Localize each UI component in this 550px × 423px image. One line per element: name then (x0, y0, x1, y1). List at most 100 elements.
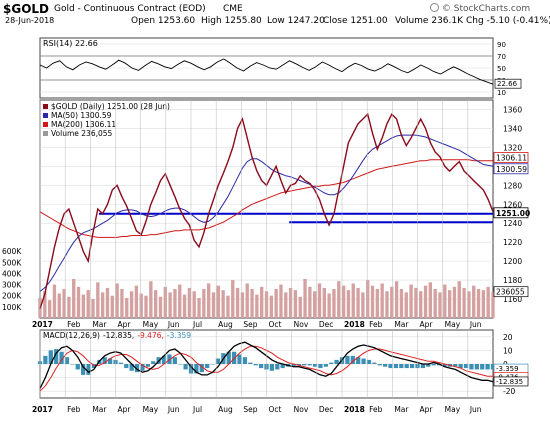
volume-bar (486, 286, 490, 318)
macd-hist-bar (458, 364, 463, 369)
volume-bar (332, 289, 336, 318)
macd-hist-bar (345, 355, 350, 364)
volume-bar (370, 285, 375, 318)
volume-bar (178, 284, 182, 318)
month-label: May (445, 320, 461, 329)
rsi-tick-label: 90 (497, 41, 506, 49)
volume-bar (303, 279, 307, 318)
macd-hist-bar (334, 359, 339, 364)
volume-bar (462, 287, 466, 318)
volume-bar (153, 290, 158, 318)
volume-bar (472, 285, 476, 318)
legend-entry: $GOLD (Daily) 1251.00 (28 Jun) (51, 102, 170, 111)
month-label: Mar (394, 405, 409, 414)
volume-bar (443, 284, 447, 318)
month-label: 2018 (344, 320, 365, 329)
volume-bar (260, 286, 264, 318)
exchange-label: CME (223, 4, 243, 14)
legend-swatch (43, 104, 48, 109)
macd-hist-bar (145, 364, 150, 367)
volume-bar (255, 294, 259, 318)
month-label: 2018 (344, 405, 365, 414)
volume-bar (52, 284, 57, 318)
rsi-tick-label: 70 (497, 53, 506, 61)
month-label: 2017 (32, 405, 53, 414)
price-tick-label: 1240 (503, 219, 522, 228)
legend-entry: MA(200) 1306.11 (51, 120, 116, 129)
macd-hist-bar (183, 364, 188, 370)
macd-hist-bar (172, 357, 177, 364)
macd-hist-bar (64, 357, 70, 364)
volume-bar (409, 284, 413, 318)
macd-hist-bar (485, 364, 490, 370)
macd-hist-bar (469, 364, 474, 370)
macd-hist-bar (312, 364, 318, 367)
macd-hist-bar (129, 364, 134, 371)
volume-bar (356, 287, 360, 318)
volume-bar (423, 285, 428, 318)
rsi-value-text: 22.66 (497, 80, 518, 88)
volume-bar (298, 296, 302, 318)
month-label: Jun (167, 405, 180, 414)
month-label: Jun (167, 320, 180, 329)
volume-bar (380, 283, 384, 318)
month-label: Dec (319, 320, 334, 329)
price-panel: 1360134013201300128012601240122012001180… (2, 99, 530, 319)
volume-bar (438, 292, 442, 318)
macd-hist-bar (167, 354, 172, 364)
volume-bar (322, 287, 326, 318)
volume-bar (351, 283, 355, 318)
month-label: Jul (192, 320, 202, 329)
x-axes: 2017 Feb Mar Apr May Jun Jul Aug Sep Oct Nov Dec 201… (32, 100, 482, 414)
brand-label[interactable]: © StockCharts.com (430, 3, 530, 14)
month-label: Nov (294, 320, 309, 329)
chg-value: -5.10 (-0.41%) (486, 16, 550, 26)
volume-bar (313, 291, 317, 318)
volume-bar (62, 289, 66, 318)
macd-value-tag (493, 376, 529, 387)
volume-value: 236.1K (431, 16, 464, 26)
high-label: High (201, 16, 222, 26)
rsi-line (39, 58, 494, 85)
quote-low: Low 1247.20 (267, 16, 325, 26)
macd-hist-bar (134, 364, 140, 373)
chg-label: Chg (466, 16, 484, 26)
macd-hist-bar (350, 355, 355, 364)
macd-hist-bar (302, 364, 307, 366)
macd-hist-bar (356, 357, 361, 364)
macd-hist-bar (480, 364, 485, 370)
macd-hist-bar (296, 364, 301, 366)
volume-bar (346, 290, 351, 318)
macd-label-part: -12.835, (103, 331, 134, 340)
volume-bar (250, 289, 254, 318)
macd-hist-bar (399, 364, 404, 369)
macd-hist-bar (361, 358, 366, 364)
month-label: Apr (420, 405, 434, 414)
month-label: Mar (394, 320, 409, 329)
macd-hist-bar (43, 355, 48, 364)
macd-hist-bar (318, 364, 323, 369)
legend-swatch (43, 113, 48, 118)
price-tick-label: 1340 (503, 124, 522, 133)
volume-bar (226, 295, 230, 318)
volume-bar (447, 290, 452, 318)
macd-hist-bar (248, 362, 253, 364)
macd-hist-bar (48, 350, 53, 364)
volume-tick-label: 200K (2, 292, 22, 301)
volume-bar (394, 281, 399, 318)
month-label: Jun (469, 405, 482, 414)
volume-bar (120, 289, 124, 318)
volume-bar (452, 286, 457, 318)
month-label: May (143, 405, 159, 414)
macd-label-part: -3.359 (167, 331, 191, 340)
macd-hist-bar (280, 364, 285, 369)
legend-entry: MA(50) 1300.59 (51, 111, 112, 120)
volume-bar (428, 282, 433, 318)
quote-volume: Volume 236.1K (395, 16, 463, 26)
volume-bar (168, 292, 172, 318)
price-tick-label: 1200 (503, 257, 522, 266)
macd-hist-bar (199, 364, 204, 373)
price-tick-label: 1260 (503, 200, 522, 209)
macd-tick-label: 20 (503, 333, 513, 342)
